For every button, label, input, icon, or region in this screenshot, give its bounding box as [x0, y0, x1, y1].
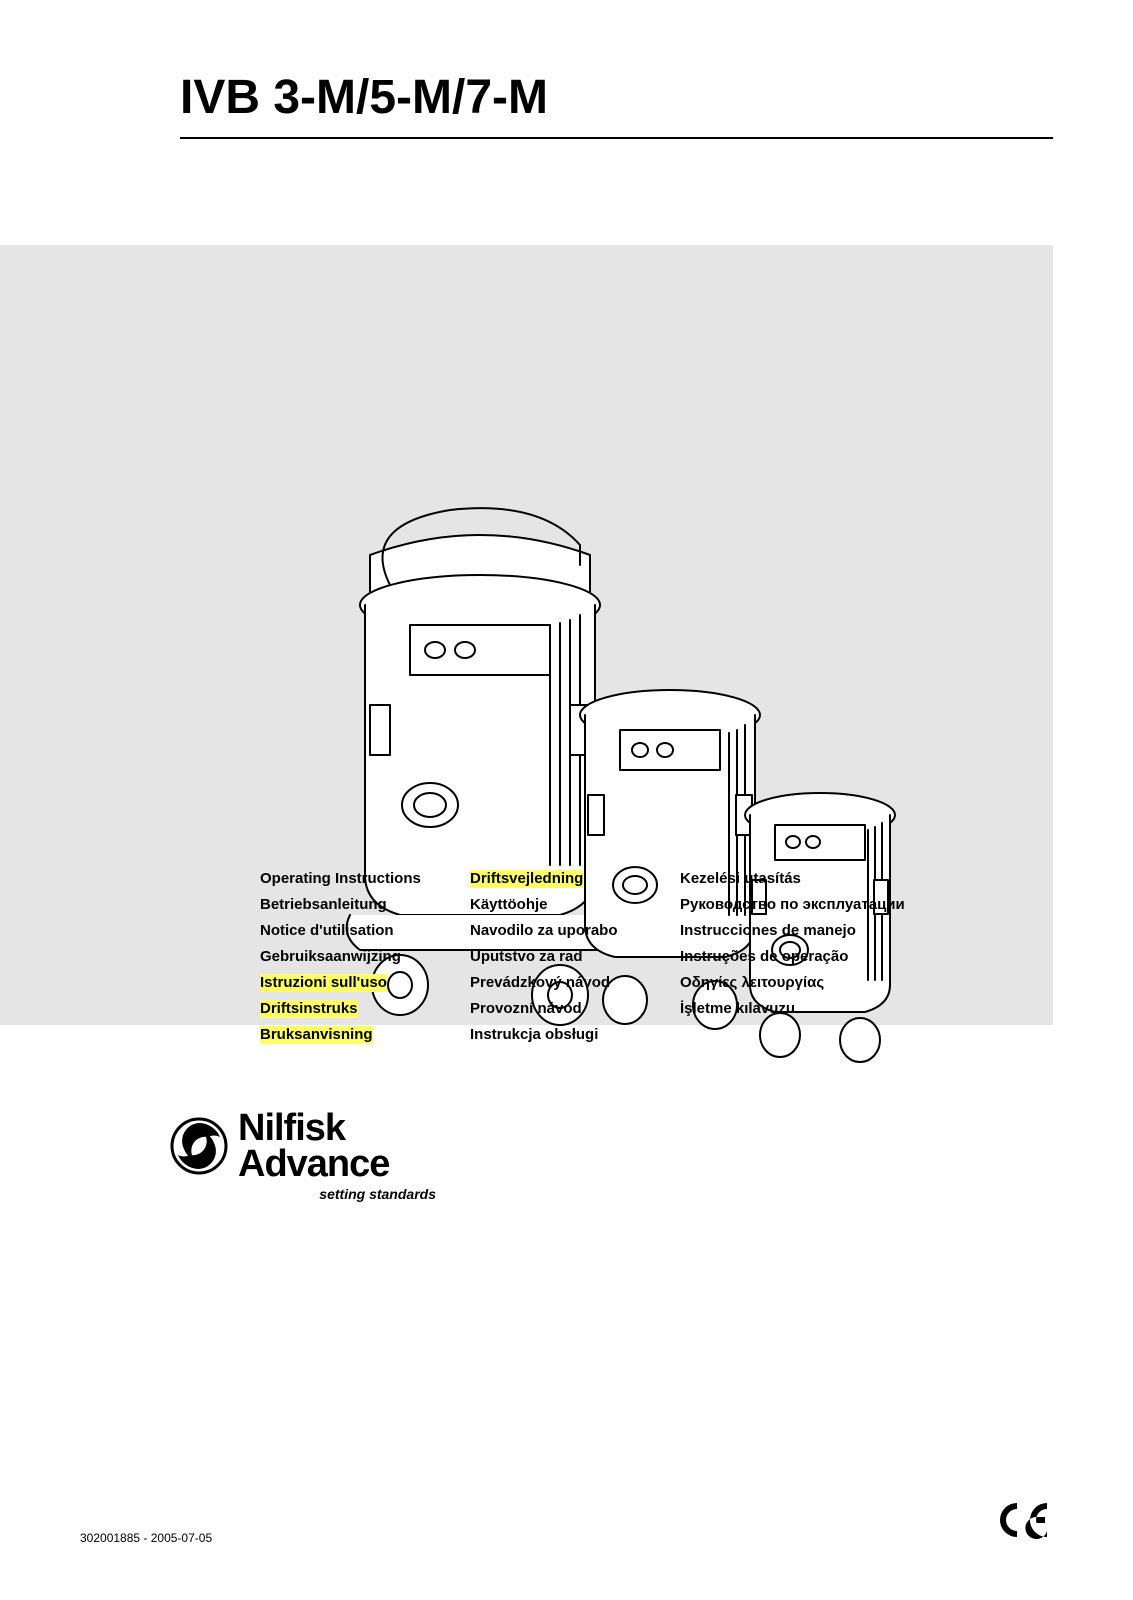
language-column-1: Operating Instructions Betriebsanleitung…: [260, 870, 460, 1044]
lang-item: İşletme kılavuzu: [680, 1000, 795, 1018]
brand-swirl-icon: [170, 1117, 228, 1175]
lang-item: Instrukcja obsługi: [470, 1026, 598, 1044]
language-column-3: Kezelési utasítás Руководство по эксплуа…: [680, 870, 940, 1044]
brand-name-line1: Nilfisk: [238, 1110, 389, 1146]
lang-item: Driftsvejledning: [470, 870, 583, 888]
lang-item: Istruzioni sull'uso: [260, 974, 387, 992]
language-list: Operating Instructions Betriebsanleitung…: [260, 870, 940, 1044]
brand-logo: Nilfisk Advance setting standards: [170, 1110, 440, 1202]
lang-item: Notice d'utilisation: [260, 922, 394, 940]
lang-item: Uputstvo za rad: [470, 948, 583, 966]
language-column-2: Driftsvejledning Käyttöohje Navodilo za …: [470, 870, 670, 1044]
lang-item: Kezelési utasítás: [680, 870, 801, 888]
lang-item: Käyttöohje: [470, 896, 548, 914]
lang-item: Οδηγίες λειτουργίας: [680, 974, 824, 992]
product-title: IVB 3-M/5-M/7-M: [180, 70, 1053, 139]
lang-item: Navodilo za uporabo: [470, 922, 618, 940]
lang-item: Руководство по эксплуатации: [680, 896, 905, 914]
lang-item: Betriebsanleitung: [260, 896, 387, 914]
brand-tagline: setting standards: [170, 1186, 440, 1202]
lang-item: Prevádzkový návod: [470, 974, 610, 992]
lang-item: Instrucciones de manejo: [680, 922, 856, 940]
lang-item: Instruções de operação: [680, 948, 848, 966]
ce-mark-icon: [993, 1499, 1053, 1550]
lang-item: Provozní návod: [470, 1000, 582, 1018]
lang-item: Gebruiksaanwijzing: [260, 948, 401, 966]
lang-item: Bruksanvisning: [260, 1026, 373, 1044]
lang-item: Operating Instructions: [260, 870, 421, 888]
lang-item: Driftsinstruks: [260, 1000, 358, 1018]
brand-name-line2: Advance: [238, 1146, 389, 1182]
document-reference: 302001885 - 2005-07-05: [80, 1531, 212, 1545]
